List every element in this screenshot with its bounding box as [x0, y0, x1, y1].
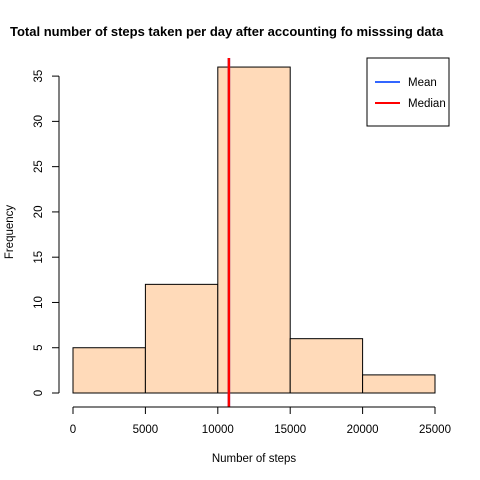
histogram-bar-4 — [362, 374, 436, 394]
x-tick-label-20000: 20000 — [347, 424, 379, 436]
y-tick-label-10: 10 — [33, 296, 45, 309]
legend-label-median: Median — [408, 98, 446, 110]
y-tick-label-30: 30 — [33, 115, 45, 128]
y-tick-label-5: 5 — [33, 345, 45, 351]
y-axis: 0 5 10 15 20 25 30 35 — [33, 70, 60, 396]
x-tick-label-5000: 5000 — [133, 424, 159, 436]
y-tick-label-20: 20 — [33, 206, 45, 219]
x-axis-label: Number of steps — [212, 453, 297, 465]
y-tick-label-35: 35 — [33, 70, 45, 83]
legend-label-mean: Mean — [408, 77, 437, 89]
bars-group — [72, 66, 436, 394]
x-tick-label-0: 0 — [70, 424, 76, 436]
legend-box — [366, 57, 450, 127]
histogram-bar-3 — [289, 338, 364, 394]
legend: Mean Median — [366, 57, 450, 127]
x-tick-label-25000: 25000 — [419, 424, 451, 436]
x-tick-label-15000: 15000 — [274, 424, 306, 436]
x-tick-label-10000: 10000 — [202, 424, 234, 436]
histogram-bar-0 — [72, 347, 146, 394]
x-axis: 0 5000 10000 15000 20000 25000 — [70, 406, 451, 436]
y-tick-label-15: 15 — [33, 251, 45, 264]
y-axis-label: Frequency — [4, 205, 16, 260]
y-tick-label-25: 25 — [33, 160, 45, 173]
histogram-bar-1 — [144, 283, 219, 394]
y-tick-label-0: 0 — [33, 390, 45, 396]
chart-title: Total number of steps taken per day afte… — [10, 24, 444, 39]
